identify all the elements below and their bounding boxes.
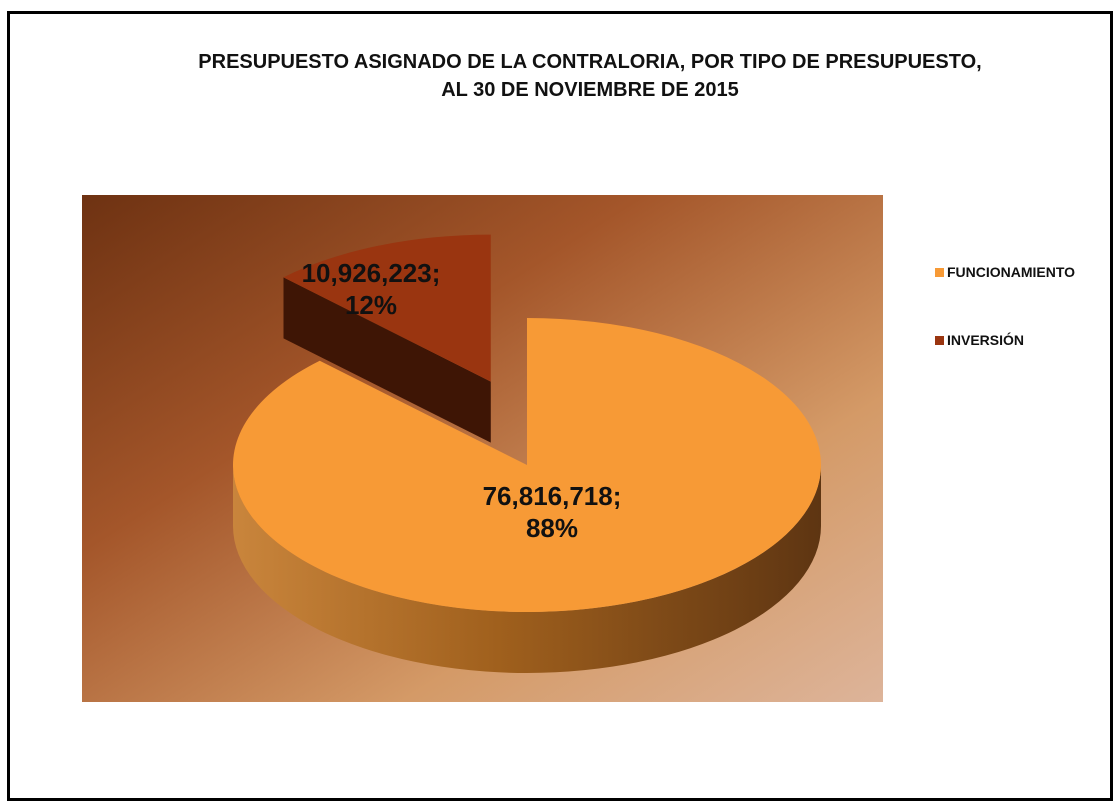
legend-item-inversion: INVERSIÓN [935, 332, 1075, 348]
data-label-inversion-percent: 12% [345, 290, 397, 320]
pie-slice-inversion [283, 234, 491, 382]
data-label-funcionamiento-value: 76,816,718; [483, 481, 622, 511]
chart-title: PRESUPUESTO ASIGNADO DE LA CONTRALORIA, … [140, 48, 1040, 104]
legend: FUNCIONAMIENTO INVERSIÓN [935, 264, 1075, 400]
chart-title-line-1: PRESUPUESTO ASIGNADO DE LA CONTRALORIA, … [198, 51, 982, 73]
plot-area: 76,816,718; 88% 10,926,223; 12% [82, 195, 883, 702]
data-label-inversion-value: 10,926,223; [302, 258, 441, 288]
legend-swatch-inversion [935, 335, 944, 345]
pie-chart: 76,816,718;88% 10,926,223;12% [82, 195, 883, 702]
legend-label-funcionamiento: FUNCIONAMIENTO [947, 264, 1076, 280]
legend-label-inversion: INVERSIÓN [947, 332, 1025, 348]
data-label-funcionamiento-percent: 88% [526, 513, 578, 543]
chart-title-line-2: AL 30 DE NOVIEMBRE DE 2015 [441, 79, 739, 101]
legend-item-funcionamiento: FUNCIONAMIENTO [935, 264, 1075, 280]
legend-swatch-funcionamiento [935, 267, 944, 277]
pie-slice-funcionamiento [232, 318, 822, 612]
pie-slice-funcionamiento-side [233, 465, 821, 673]
pie-slice-inversion-side [283, 277, 491, 443]
